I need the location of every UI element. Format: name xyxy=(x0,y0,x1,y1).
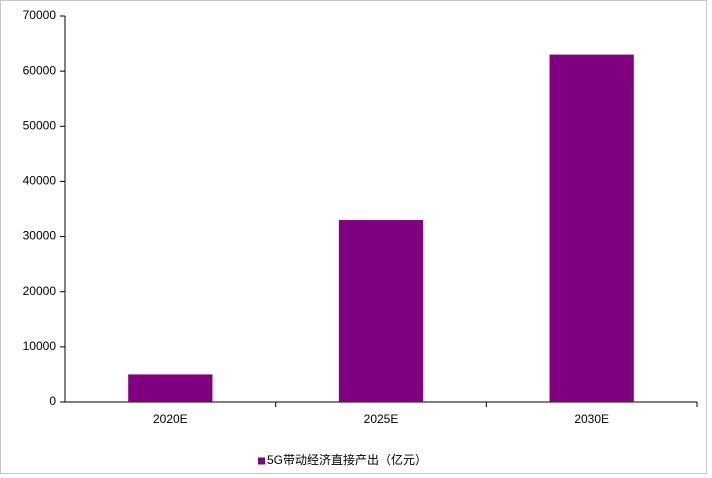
y-tick-label: 40000 xyxy=(23,174,57,188)
y-tick-label: 0 xyxy=(49,394,56,408)
y-tick-label: 50000 xyxy=(23,118,57,132)
y-tick-label: 20000 xyxy=(23,284,57,298)
x-tick-label: 2020E xyxy=(153,412,188,426)
bar xyxy=(128,374,213,402)
y-tick-label: 10000 xyxy=(23,339,57,353)
bar xyxy=(549,54,634,402)
x-tick-label: 2030E xyxy=(574,412,609,426)
bar xyxy=(338,220,424,402)
x-tick-label: 2025E xyxy=(364,412,399,426)
y-tick-label: 30000 xyxy=(23,229,57,243)
y-tick-label: 70000 xyxy=(23,8,57,22)
legend-marker xyxy=(258,457,265,465)
y-tick-label: 60000 xyxy=(23,63,57,77)
legend-label: 5G带动经济直接产出（亿元） xyxy=(267,452,427,467)
